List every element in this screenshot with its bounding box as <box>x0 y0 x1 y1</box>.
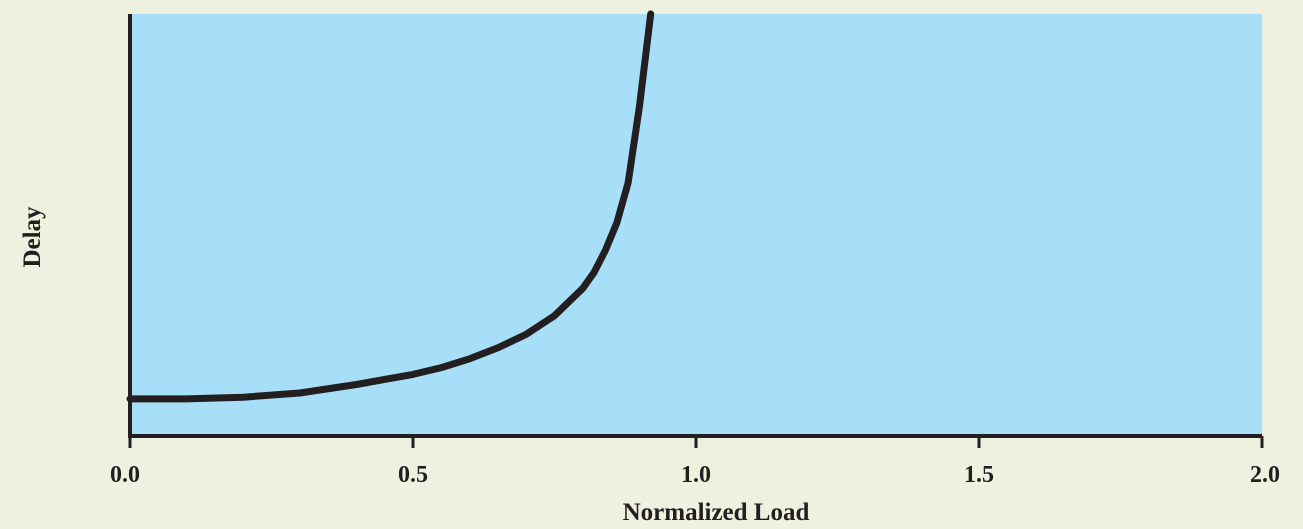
x-axis-label: Normalized Load <box>623 499 810 526</box>
x-tick-label: 2.0 <box>1250 462 1280 488</box>
plot-area <box>130 14 1262 436</box>
x-tick-label: 0.0 <box>110 462 140 488</box>
y-axis-label: Delay <box>19 206 46 268</box>
delay-curve <box>126 10 655 403</box>
x-tick-label: 0.5 <box>398 462 428 488</box>
x-tick-label: 1.5 <box>964 462 994 488</box>
x-tick-label: 1.0 <box>681 462 711 488</box>
